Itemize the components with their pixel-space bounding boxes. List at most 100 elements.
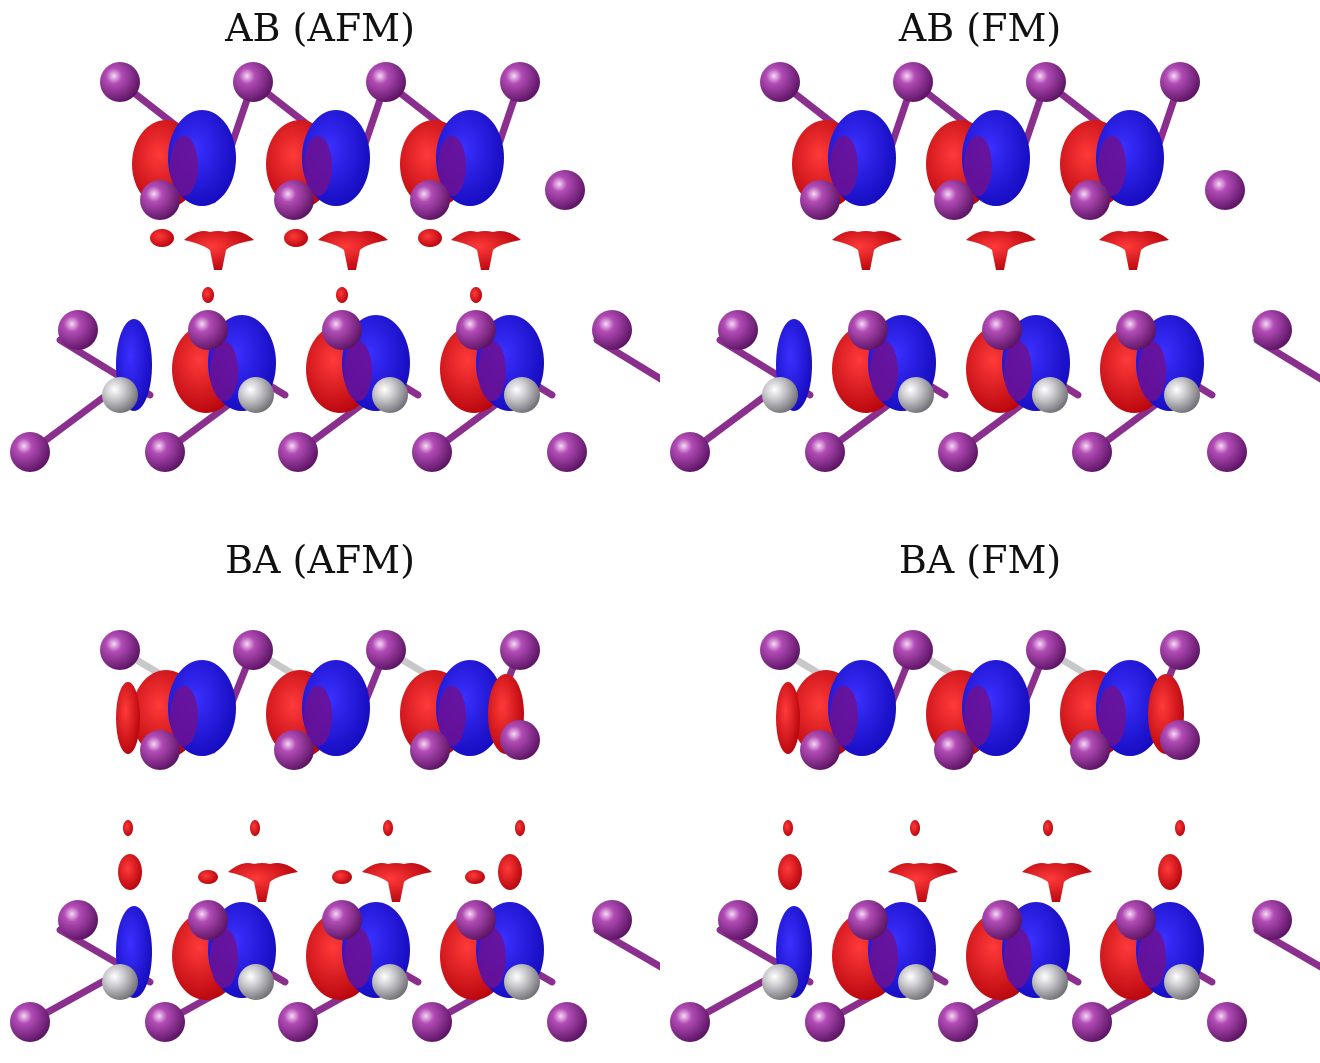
panel-title: BA (AFM)	[225, 538, 415, 582]
interlayer-accumulation	[228, 863, 298, 902]
iodine-atom	[500, 62, 540, 102]
iodine-atom	[500, 630, 540, 670]
iodine-atom	[1072, 1002, 1112, 1042]
interlayer-dot	[783, 820, 793, 836]
iodine-atom	[893, 630, 933, 670]
bottom-lobe-overlap	[1138, 341, 1166, 401]
iodine-atom	[188, 310, 228, 350]
interlayer-dot	[418, 229, 442, 247]
metal-atom	[898, 377, 934, 413]
metal-atom	[1032, 964, 1068, 1000]
interlayer-dot	[202, 287, 214, 303]
interlayer-accumulation	[451, 231, 521, 270]
iodine-atom	[233, 630, 273, 670]
iodine-atom	[456, 900, 496, 940]
interlayer-dot	[1175, 820, 1185, 836]
panel-title: BA (FM)	[898, 538, 1062, 582]
interlayer-accumulation	[184, 231, 254, 270]
iodine-atom	[1252, 310, 1292, 350]
iodine-atom	[456, 310, 496, 350]
iodine-atom	[1026, 630, 1066, 670]
interlayer-dot	[465, 870, 485, 884]
interlayer-dot	[910, 820, 920, 836]
iodine-atom	[140, 730, 180, 770]
iodine-atom	[1070, 730, 1110, 770]
iodine-atom	[410, 730, 450, 770]
interlayer-dot	[383, 820, 393, 836]
iodine-atom	[322, 310, 362, 350]
metal-atom	[1032, 377, 1068, 413]
iodine-atom	[938, 1002, 978, 1042]
panel-ba-fm: BA (FM)	[660, 532, 1320, 1063]
iodine-atom	[800, 730, 840, 770]
top-lobe-overlap	[304, 136, 332, 196]
metal-atom	[762, 964, 798, 1000]
iodine-atom	[934, 730, 974, 770]
interlayer-accumulation	[1099, 231, 1169, 270]
iodine-atom	[1252, 900, 1292, 940]
interlayer-accumulation	[966, 231, 1036, 270]
iodine-atom	[1070, 180, 1110, 220]
iodine-atom	[982, 310, 1022, 350]
iodine-atom	[938, 432, 978, 472]
iodine-atom	[760, 630, 800, 670]
bottom-lobe-overlap	[870, 928, 898, 988]
iodine-atom	[982, 900, 1022, 940]
interlayer-dot	[123, 820, 133, 836]
iodine-atom	[278, 1002, 318, 1042]
edge-bump	[1158, 854, 1182, 890]
top-lobe-overlap	[830, 686, 858, 746]
bottom-lobe-overlap	[478, 928, 506, 988]
iodine-atom	[800, 180, 840, 220]
iodine-atom	[1116, 900, 1156, 940]
top-lobe-overlap	[170, 686, 198, 746]
bottom-lobe-overlap	[344, 928, 372, 988]
iodine-atom	[893, 62, 933, 102]
metal-atom	[1164, 377, 1200, 413]
iodine-atom	[934, 180, 974, 220]
interlayer-accumulation	[362, 863, 432, 902]
iodine-atom	[100, 62, 140, 102]
iodine-atom	[10, 1002, 50, 1042]
iodine-atom	[547, 1002, 587, 1042]
structure-image	[10, 630, 660, 1042]
iodine-atom	[760, 62, 800, 102]
iodine-atom	[1160, 62, 1200, 102]
edge-bump	[118, 854, 142, 890]
iodine-atom	[848, 900, 888, 940]
interlayer-dot	[150, 229, 174, 247]
iodine-atom	[1116, 310, 1156, 350]
bottom-lobe-overlap	[344, 341, 372, 401]
bottom-lobe-overlap	[1138, 928, 1166, 988]
panel-ab-fm: AB (FM)	[660, 0, 1320, 531]
iodine-atom	[718, 310, 758, 350]
top-lobe-overlap	[438, 686, 466, 746]
bottom-lobe-overlap	[210, 928, 238, 988]
iodine-atom	[145, 1002, 185, 1042]
bottom-lobe-overlap	[1004, 928, 1032, 988]
iodine-atom	[145, 432, 185, 472]
panel-title: AB (FM)	[898, 6, 1062, 50]
bottom-lobe-overlap	[1004, 341, 1032, 401]
interlayer-accumulation	[832, 231, 902, 270]
interlayer-dot	[1043, 820, 1053, 836]
iodine-atom	[1160, 630, 1200, 670]
metal-atom	[238, 377, 274, 413]
iodine-atom	[366, 630, 406, 670]
metal-atom	[102, 377, 138, 413]
iodine-atom	[278, 432, 318, 472]
iodine-atom	[412, 1002, 452, 1042]
metal-atom	[372, 377, 408, 413]
metal-atom	[1164, 964, 1200, 1000]
interlayer-dot	[284, 229, 308, 247]
structure-image	[670, 62, 1320, 472]
iodine-atom	[58, 900, 98, 940]
metal-atom	[238, 964, 274, 1000]
iodine-atom	[140, 180, 180, 220]
top-lobe-overlap	[1098, 686, 1126, 746]
iodine-atom	[188, 900, 228, 940]
interlayer-accumulation	[888, 863, 958, 902]
interlayer-dot	[470, 287, 482, 303]
iodine-atom	[500, 720, 540, 760]
iodine-atom	[848, 310, 888, 350]
